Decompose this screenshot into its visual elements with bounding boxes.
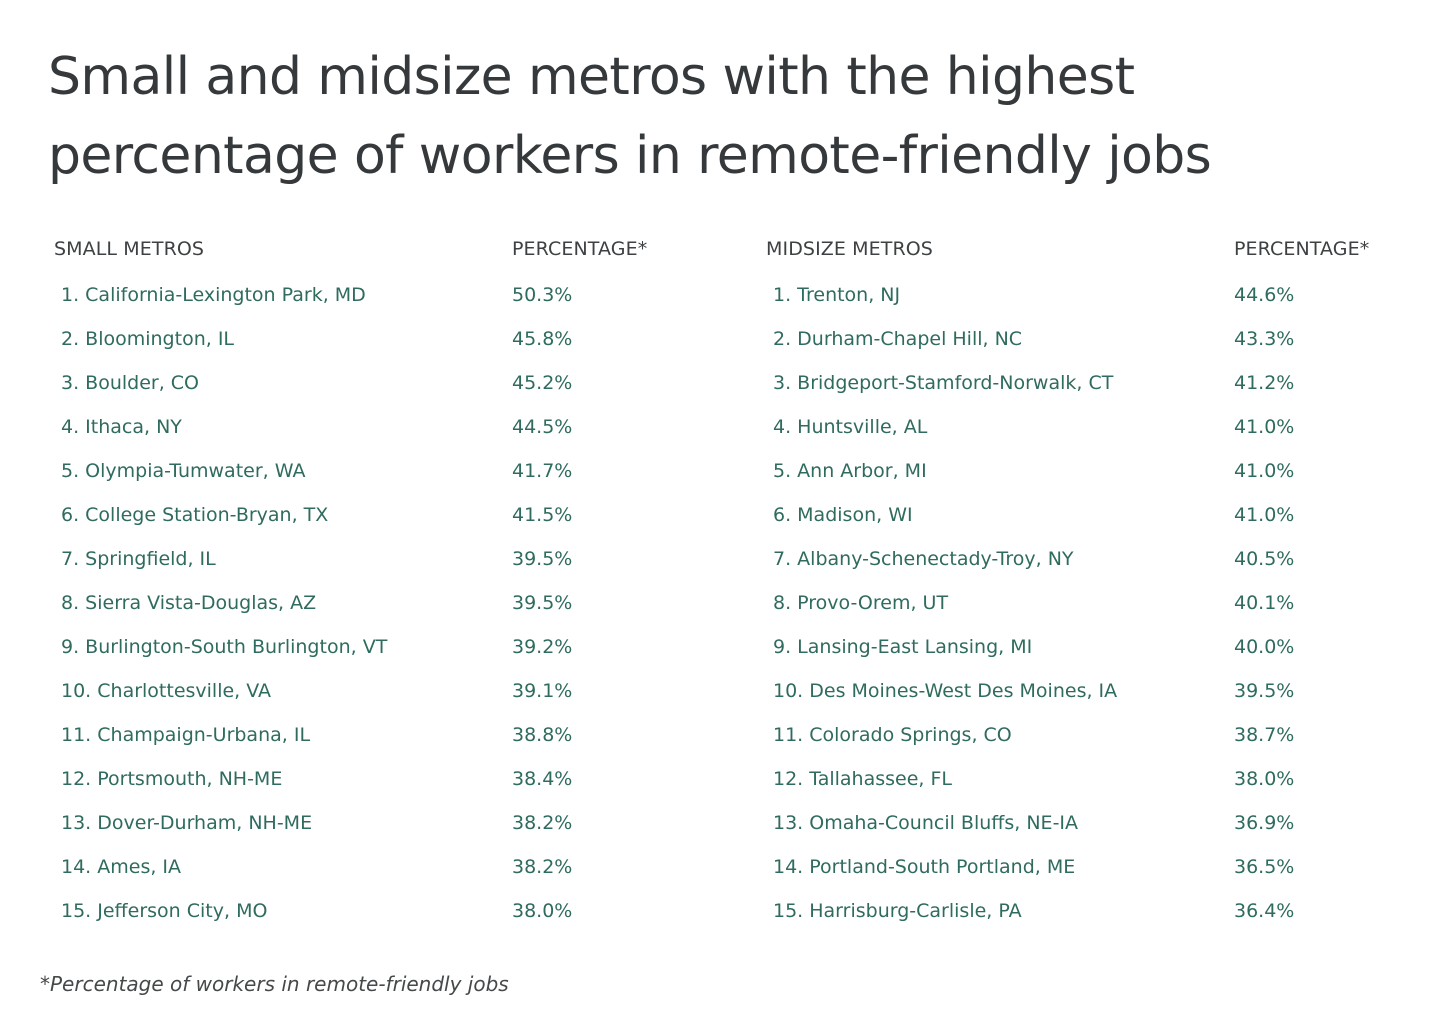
midsize-metro-name: 6. Madison, WI <box>773 504 913 526</box>
midsize-metro-percentage: 41.2% <box>1234 372 1295 394</box>
small-metro-name: 7. Springfield, IL <box>61 548 216 570</box>
midsize-metro-percentage: 44.6% <box>1234 284 1295 306</box>
midsize-metro-percentage: 40.5% <box>1234 548 1295 570</box>
small-metro-percentage: 41.7% <box>512 460 573 482</box>
midsize-metro-name: 12. Tallahassee, FL <box>773 768 953 790</box>
midsize-metro-name: 7. Albany-Schenectady-Troy, NY <box>773 548 1074 570</box>
small-metro-name: 13. Dover-Durham, NH-ME <box>61 812 313 834</box>
midsize-metro-name: 14. Portland-South Portland, ME <box>773 856 1076 878</box>
small-metro-name: 3. Boulder, CO <box>61 372 200 394</box>
small-metro-percentage: 39.5% <box>512 592 573 614</box>
midsize-metro-name: 15. Harrisburg-Carlisle, PA <box>773 900 1022 922</box>
midsize-metro-percentage: 36.4% <box>1234 900 1295 922</box>
small-metro-percentage: 39.1% <box>512 680 573 702</box>
small-metro-percentage: 45.8% <box>512 328 573 350</box>
footnote: *Percentage of workers in remote-friendl… <box>40 972 509 996</box>
midsize-metro-name: 2. Durham-Chapel Hill, NC <box>773 328 1023 350</box>
small-metro-percentage: 38.8% <box>512 724 573 746</box>
small-metro-percentage: 38.0% <box>512 900 573 922</box>
small-metro-name: 10. Charlottesville, VA <box>61 680 272 702</box>
small-percentage-header: PERCENTAGE* <box>512 238 648 260</box>
small-metro-name: 12. Portsmouth, NH-ME <box>61 768 283 790</box>
midsize-metro-percentage: 40.0% <box>1234 636 1295 658</box>
small-metro-name: 14. Ames, IA <box>61 856 182 878</box>
small-metro-name: 11. Champaign-Urbana, IL <box>61 724 311 746</box>
small-metro-percentage: 45.2% <box>512 372 573 394</box>
small-metro-percentage: 38.2% <box>512 856 573 878</box>
midsize-metro-name: 8. Provo-Orem, UT <box>773 592 949 614</box>
small-metro-percentage: 50.3% <box>512 284 573 306</box>
small-metro-name: 5. Olympia-Tumwater, WA <box>61 460 306 482</box>
midsize-metro-name: 9. Lansing-East Lansing, MI <box>773 636 1033 658</box>
midsize-metro-name: 13. Omaha-Council Bluffs, NE-IA <box>773 812 1079 834</box>
small-metro-name: 6. College Station-Bryan, TX <box>61 504 329 526</box>
midsize-metro-name: 10. Des Moines-West Des Moines, IA <box>773 680 1118 702</box>
midsize-metro-percentage: 41.0% <box>1234 504 1295 526</box>
midsize-metro-name: 5. Ann Arbor, MI <box>773 460 927 482</box>
midsize-metro-name: 4. Huntsville, AL <box>773 416 928 438</box>
midsize-metro-percentage: 38.0% <box>1234 768 1295 790</box>
small-metro-name: 4. Ithaca, NY <box>61 416 182 438</box>
small-metros-header: SMALL METROS <box>54 238 205 260</box>
small-metro-percentage: 39.5% <box>512 548 573 570</box>
midsize-metro-percentage: 41.0% <box>1234 416 1295 438</box>
small-metro-percentage: 38.2% <box>512 812 573 834</box>
midsize-metros-header: MIDSIZE METROS <box>766 238 933 260</box>
small-metro-name: 15. Jefferson City, MO <box>61 900 268 922</box>
midsize-metro-name: 1. Trenton, NJ <box>773 284 901 306</box>
midsize-percentage-header: PERCENTAGE* <box>1234 238 1370 260</box>
midsize-metro-percentage: 38.7% <box>1234 724 1295 746</box>
page-title: Small and midsize metros with the highes… <box>48 47 1212 186</box>
midsize-metro-percentage: 39.5% <box>1234 680 1295 702</box>
midsize-metro-percentage: 43.3% <box>1234 328 1295 350</box>
small-metro-name: 8. Sierra Vista-Douglas, AZ <box>61 592 317 614</box>
small-metro-percentage: 39.2% <box>512 636 573 658</box>
midsize-metro-name: 3. Bridgeport-Stamford-Norwalk, CT <box>773 372 1114 394</box>
midsize-metro-percentage: 41.0% <box>1234 460 1295 482</box>
small-metro-name: 1. California-Lexington Park, MD <box>61 284 366 306</box>
small-metro-name: 9. Burlington-South Burlington, VT <box>61 636 388 658</box>
small-metro-percentage: 38.4% <box>512 768 573 790</box>
midsize-metro-name: 11. Colorado Springs, CO <box>773 724 1012 746</box>
midsize-metro-percentage: 40.1% <box>1234 592 1295 614</box>
midsize-metro-percentage: 36.9% <box>1234 812 1295 834</box>
small-metro-percentage: 41.5% <box>512 504 573 526</box>
midsize-metro-percentage: 36.5% <box>1234 856 1295 878</box>
small-metro-percentage: 44.5% <box>512 416 573 438</box>
small-metro-name: 2. Bloomington, IL <box>61 328 235 350</box>
